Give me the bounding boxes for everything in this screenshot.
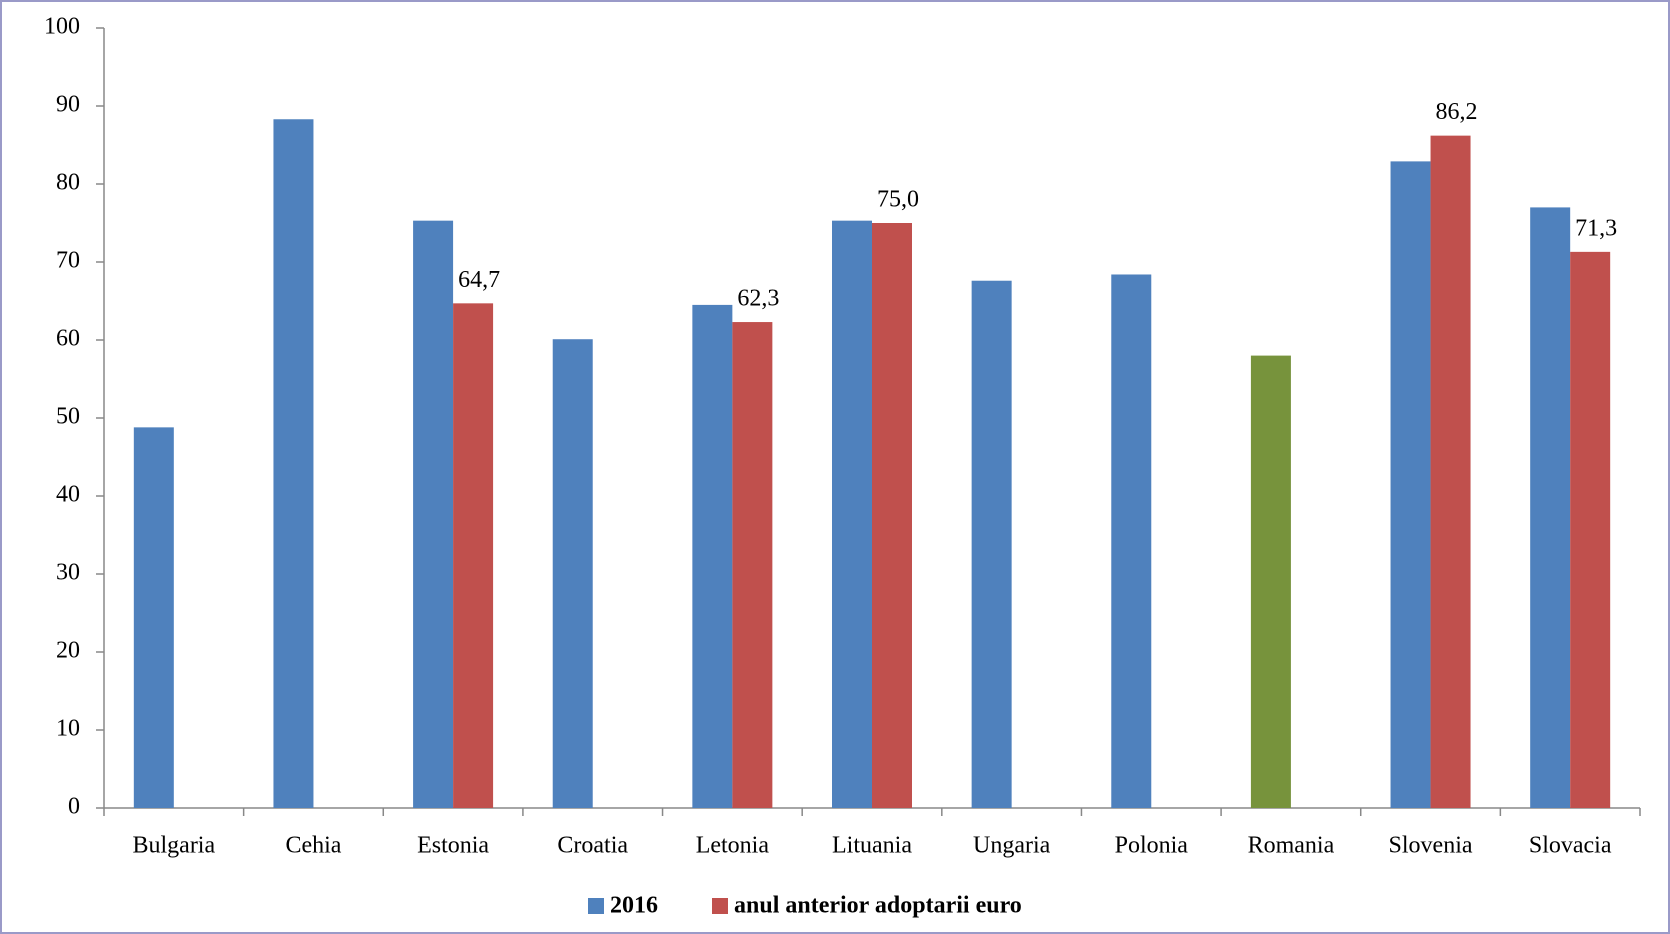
y-tick-label: 50 — [56, 404, 80, 430]
bar — [273, 119, 314, 808]
x-tick-label: Slovacia — [1529, 833, 1612, 859]
x-tick-label: Slovenia — [1389, 833, 1473, 859]
bar — [732, 322, 773, 808]
x-tick-label: Croatia — [557, 833, 628, 859]
x-tick-label: Romania — [1248, 833, 1335, 859]
value-label: 64,7 — [458, 267, 500, 293]
legend-label: anul anterior adoptarii euro — [734, 893, 1022, 919]
legend-swatch — [588, 898, 604, 914]
x-tick-label: Ungaria — [973, 833, 1051, 859]
y-tick-label: 30 — [56, 560, 80, 586]
bar — [971, 280, 1012, 809]
x-tick-label: Cehia — [285, 833, 341, 859]
bar — [1530, 207, 1571, 808]
y-tick-label: 10 — [56, 716, 80, 742]
value-label: 75,0 — [877, 187, 919, 213]
x-tick-label: Bulgaria — [132, 833, 215, 859]
y-tick-label: 80 — [56, 170, 80, 196]
x-tick-label: Estonia — [417, 833, 489, 859]
bar — [1111, 274, 1152, 809]
bar — [133, 427, 174, 808]
bar — [1570, 251, 1611, 809]
x-tick-label: Lituania — [832, 833, 912, 859]
y-tick-label: 20 — [56, 638, 80, 664]
value-label: 86,2 — [1436, 99, 1478, 125]
y-tick-label: 40 — [56, 482, 80, 508]
y-tick-label: 90 — [56, 92, 80, 118]
y-tick-label: 60 — [56, 326, 80, 352]
bar — [1430, 135, 1471, 808]
bar — [453, 303, 494, 808]
value-label: 71,3 — [1575, 215, 1617, 241]
legend-swatch — [712, 898, 728, 914]
bar — [552, 339, 593, 808]
bar — [413, 220, 454, 808]
y-tick-label: 100 — [44, 14, 80, 40]
bar — [692, 304, 733, 808]
bar — [1250, 355, 1291, 808]
x-tick-label: Polonia — [1115, 833, 1189, 859]
bar — [872, 223, 912, 808]
bar — [1390, 161, 1431, 808]
x-tick-label: Letonia — [696, 833, 770, 859]
y-tick-label: 0 — [68, 794, 80, 820]
legend-label: 2016 — [610, 893, 658, 919]
value-label: 62,3 — [737, 286, 779, 312]
y-tick-label: 70 — [56, 248, 80, 274]
bar — [832, 220, 872, 808]
